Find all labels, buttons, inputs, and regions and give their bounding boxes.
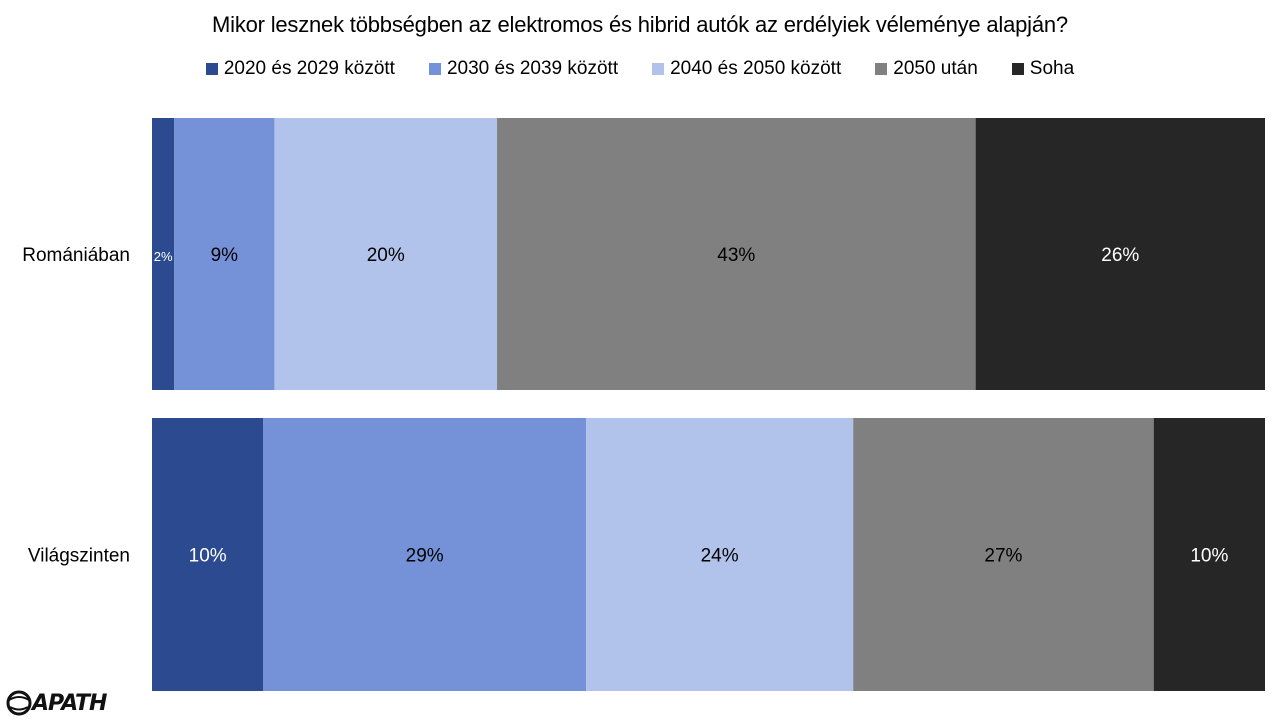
bar-segment <box>853 418 1154 691</box>
legend-swatch <box>205 63 218 75</box>
globe-logo-icon <box>6 690 32 716</box>
legend-item-2020-2029: 2020 és 2029 között <box>205 58 395 80</box>
data-label: 2% <box>154 249 173 264</box>
chart-legend: 2020 és 2029 között 2030 és 2039 között … <box>0 58 1280 80</box>
legend-swatch <box>652 63 665 75</box>
bar-segment <box>152 118 175 390</box>
logo-text: APATH <box>32 690 107 716</box>
legend-item-never: Soha <box>1011 58 1075 80</box>
bar-segment <box>263 418 587 691</box>
apath-logo: APATH <box>4 690 107 716</box>
data-label: 29% <box>406 546 444 567</box>
data-label: 10% <box>189 546 227 567</box>
data-label: 10% <box>1190 546 1228 567</box>
data-label: 20% <box>367 245 405 266</box>
bar-segment <box>975 118 1265 390</box>
category-label: Romániában <box>22 245 130 266</box>
bar-segment <box>174 118 275 390</box>
legend-swatch <box>1011 63 1024 75</box>
bar-segment <box>497 118 976 390</box>
legend-label: 2020 és 2029 között <box>223 58 395 79</box>
bar-segment <box>274 118 498 390</box>
legend-label: 2040 és 2050 között <box>670 58 842 79</box>
data-label: 27% <box>984 546 1022 567</box>
category-label: Világszinten <box>28 546 130 567</box>
data-label: 9% <box>211 245 239 266</box>
data-label: 26% <box>1101 245 1139 266</box>
legend-swatch <box>875 63 888 75</box>
bar-segment <box>586 418 854 691</box>
legend-swatch <box>428 63 441 75</box>
data-label: 24% <box>701 546 739 567</box>
legend-label: 2050 után <box>893 58 978 79</box>
legend-label: 2030 és 2039 között <box>446 58 619 79</box>
legend-label: Soha <box>1029 58 1075 79</box>
legend-item-2040-2050: 2040 és 2050 között <box>652 58 841 80</box>
data-label: 43% <box>717 245 755 266</box>
bar-segment <box>152 418 264 691</box>
chart-title: Mikor lesznek többségben az elektromos é… <box>212 12 1068 37</box>
stacked-bar-chart: Romániában 2% 9% 20% 43% 26% Világszinten 10% 29… <box>22 118 1265 691</box>
legend-item-2030-2039: 2030 és 2039 között <box>428 58 619 80</box>
legend-item-after-2050: 2050 után <box>875 58 978 80</box>
bar-segment <box>1153 418 1265 691</box>
